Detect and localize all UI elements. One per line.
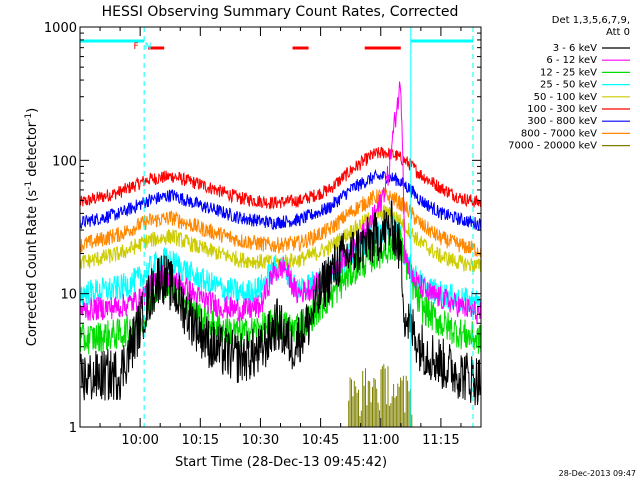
observing-bar-5 (364, 46, 401, 50)
chart-title: HESSI Observing Summary Count Rates, Cor… (102, 4, 459, 20)
series-layer (79, 81, 482, 427)
x-tick-label: 11:15 (422, 433, 459, 448)
x-tick-label: 10:30 (242, 433, 279, 448)
observing-bar-2 (410, 39, 473, 43)
series-line-800-7000 (79, 187, 482, 258)
series-line-300-800 (79, 168, 482, 232)
annotation-f: F (134, 42, 139, 52)
observing-bar-1 (80, 39, 145, 43)
legend-label: 300 - 800 keV (527, 116, 597, 127)
y-axis-label: Corrected Count Rate (s-1 detector-1) (24, 108, 40, 346)
series-line-100-300 (79, 146, 482, 210)
series-line-3-6 (79, 200, 482, 406)
x-tick-label: 10:45 (302, 433, 339, 448)
legend-label: 7000 - 20000 keV (508, 141, 597, 152)
series-line-7000-20000 (348, 364, 413, 427)
legend-label: 3 - 6 keV (553, 43, 597, 54)
legend-label: 12 - 25 keV (540, 67, 597, 78)
x-tick-label: 11:00 (362, 433, 399, 448)
legend-header-1: Det 1,3,5,6,7,9, (552, 15, 630, 26)
legend-label: 50 - 100 keV (534, 92, 598, 103)
x-axis-label: Start Time (28-Dec-13 09:45:42) (175, 455, 387, 470)
y-tick-label: 10 (60, 288, 77, 303)
legend-header-2: Att 0 (606, 27, 630, 38)
legend-label: 25 - 50 keV (540, 80, 597, 91)
x-tick-label: 10:00 (121, 433, 158, 448)
legend-label: 100 - 300 keV (527, 104, 597, 115)
observing-bar-3 (148, 46, 165, 50)
legend-label: 800 - 7000 keV (521, 128, 597, 139)
y-tick-label: 1 (69, 421, 77, 436)
y-tick-label: 1000 (44, 21, 77, 36)
legend-label: 6 - 12 keV (546, 55, 597, 66)
axes-layer: 10:00 10:15 10:30 10:45 11:00 11:15 1 10 100 1000 (44, 21, 482, 448)
y-tick-label: 100 (52, 154, 77, 169)
x-tick-label: 10:15 (182, 433, 219, 448)
observing-bar-4 (292, 46, 309, 50)
annotation-n: N (145, 42, 152, 52)
timestamp: 28-Dec-2013 09:47 (559, 469, 636, 478)
